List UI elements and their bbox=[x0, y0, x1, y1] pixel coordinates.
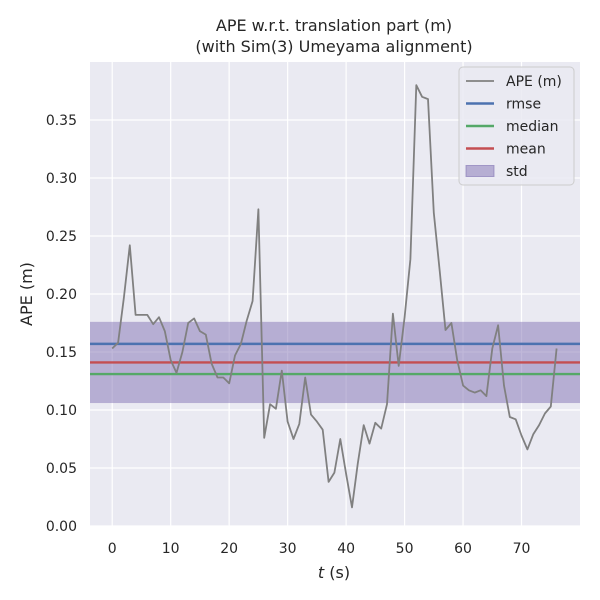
legend-label: APE (m) bbox=[506, 74, 562, 90]
x-tick-labels: 0 10 20 30 40 50 60 70 bbox=[108, 541, 531, 557]
ape-series-layer bbox=[111, 84, 558, 509]
y-tick-label: 0.25 bbox=[46, 229, 77, 245]
x-tick-label: 20 bbox=[220, 541, 238, 557]
x-axis-label-unit: (s) bbox=[324, 563, 350, 582]
legend-label: rmse bbox=[506, 97, 541, 113]
chart-subtitle: (with Sim(3) Umeyama alignment) bbox=[195, 37, 472, 56]
legend-label: std bbox=[506, 164, 528, 180]
y-axis-label: APE (m) bbox=[17, 262, 36, 326]
chart-title: APE w.r.t. translation part (m) bbox=[216, 16, 452, 35]
x-tick-label: 10 bbox=[162, 541, 180, 557]
y-tick-label: 0.05 bbox=[46, 461, 77, 477]
y-tick-label: 0.30 bbox=[46, 171, 77, 187]
legend: APE (m) rmse median mean std bbox=[458, 66, 575, 186]
x-tick-label: 70 bbox=[513, 541, 531, 557]
x-tick-label: 40 bbox=[337, 541, 355, 557]
legend-box bbox=[458, 66, 575, 186]
y-tick-label: 0.10 bbox=[46, 403, 77, 419]
y-tick-label: 0.00 bbox=[46, 519, 77, 535]
legend-label: median bbox=[506, 119, 558, 135]
y-tick-label: 0.20 bbox=[46, 287, 77, 303]
x-axis-label: t (s) bbox=[318, 563, 350, 582]
y-tick-label: 0.15 bbox=[46, 345, 77, 361]
legend-label: mean bbox=[506, 142, 546, 158]
x-tick-label: 50 bbox=[396, 541, 414, 557]
x-tick-label: 60 bbox=[454, 541, 472, 557]
x-axis-label-variable: t bbox=[318, 563, 325, 582]
x-tick-label: 30 bbox=[279, 541, 297, 557]
x-tick-label: 0 bbox=[108, 541, 117, 557]
y-tick-label: 0.35 bbox=[46, 113, 77, 129]
legend-swatch-std bbox=[465, 165, 495, 177]
ape-line bbox=[111, 84, 558, 509]
y-tick-labels: 0.00 0.05 0.10 0.15 0.20 0.25 0.30 0.35 bbox=[46, 113, 77, 535]
